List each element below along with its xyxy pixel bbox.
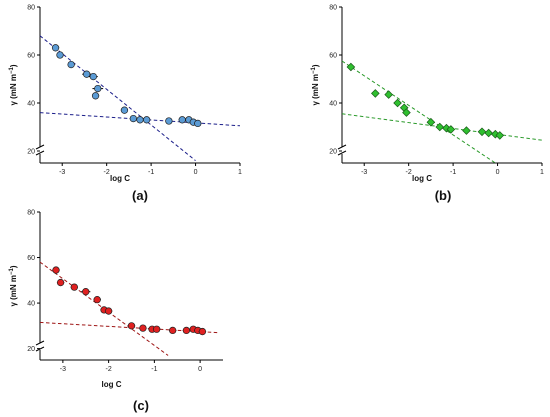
fit-line-2 xyxy=(341,113,543,141)
x-tick-label: -1 xyxy=(151,366,157,373)
x-axis-label: log C xyxy=(102,380,122,389)
y-tick-label: 40 xyxy=(329,101,337,108)
y-tick-label: 60 xyxy=(27,255,35,262)
data-point xyxy=(165,117,173,125)
axis-break-mark xyxy=(35,150,45,156)
data-point xyxy=(178,116,186,124)
y-tick-label: 60 xyxy=(329,53,337,60)
y-axis-label: γ (mN m−1) xyxy=(311,64,320,105)
data-point xyxy=(127,322,136,330)
panel-label: (b) xyxy=(435,188,452,203)
data-point xyxy=(446,125,456,134)
data-point xyxy=(371,89,380,98)
axis-break-mark xyxy=(35,340,45,346)
y-tick-label: 20 xyxy=(27,346,35,353)
data-point xyxy=(462,126,471,135)
x-tick-label: -2 xyxy=(104,169,110,176)
x-axis-label: log C xyxy=(412,174,432,183)
data-point xyxy=(94,84,102,93)
data-point xyxy=(56,51,64,59)
x-tick-label: -3 xyxy=(361,169,367,176)
data-point xyxy=(384,90,393,99)
x-tick-label: -2 xyxy=(106,366,112,373)
data-point xyxy=(143,116,151,124)
y-tick-label: 20 xyxy=(329,149,337,156)
y-tick-label: 40 xyxy=(27,301,35,308)
data-point xyxy=(93,296,101,304)
y-tick-label: 80 xyxy=(27,5,35,12)
x-tick-label: 0 xyxy=(194,169,198,176)
y-tick-label: 60 xyxy=(27,53,35,60)
data-point xyxy=(182,326,191,335)
x-tick-label: 0 xyxy=(198,366,202,373)
data-point xyxy=(70,283,78,291)
x-tick-label: 1 xyxy=(540,169,544,176)
data-point xyxy=(51,44,60,52)
data-point xyxy=(169,326,177,335)
data-point xyxy=(120,106,129,114)
data-point xyxy=(136,116,144,124)
y-tick-label: 80 xyxy=(27,210,35,217)
axis-break-mark xyxy=(35,144,45,150)
data-point xyxy=(56,278,65,287)
chart-panel-1: 20 40 60 80 -3 -2 -1 0 1 log C γ (mN m−1) (a) xyxy=(9,5,242,204)
data-point xyxy=(82,288,90,296)
chart-panel-2: 20 40 60 80 -3 -2 -1 0 1 log C γ (mN m−1) (b) xyxy=(311,5,544,204)
data-point xyxy=(198,327,207,336)
data-point xyxy=(139,324,147,332)
data-point xyxy=(495,131,505,140)
data-point xyxy=(153,325,161,333)
data-point xyxy=(426,117,436,127)
data-point xyxy=(89,72,97,81)
x-axis-label: log C xyxy=(110,174,130,183)
y-tick-label: 20 xyxy=(27,149,35,156)
fit-line-1 xyxy=(341,60,496,164)
data-point xyxy=(194,119,202,128)
panel-label: (a) xyxy=(132,188,148,203)
data-point xyxy=(442,123,451,133)
axis-break-mark xyxy=(337,144,347,150)
x-tick-label: -3 xyxy=(59,169,65,176)
data-point xyxy=(484,128,493,138)
y-tick-label: 80 xyxy=(329,5,337,12)
data-point xyxy=(52,266,60,274)
data-point xyxy=(129,114,137,123)
x-tick-label: -2 xyxy=(406,169,412,176)
panel-label: (c) xyxy=(133,398,149,413)
x-tick-label: 1 xyxy=(238,169,242,176)
data-point xyxy=(104,307,113,315)
y-axis-label: γ (mN m−1) xyxy=(9,265,18,306)
x-tick-label: -1 xyxy=(450,169,456,176)
data-point xyxy=(435,122,445,132)
fit-line-2 xyxy=(39,112,241,127)
data-point xyxy=(393,98,402,108)
x-tick-label: -1 xyxy=(148,169,154,176)
chart-panel-3: 20 40 60 80 -3 -2 -1 0 log C γ (mN m−1) (c) xyxy=(9,210,223,413)
data-point xyxy=(67,60,75,69)
y-axis-label: γ (mN m−1) xyxy=(9,64,18,105)
data-point xyxy=(346,62,356,72)
x-tick-label: 0 xyxy=(496,169,500,176)
data-point xyxy=(83,70,91,78)
x-tick-label: -3 xyxy=(60,366,66,373)
data-point xyxy=(402,108,411,117)
data-point xyxy=(491,129,500,139)
axis-break-mark xyxy=(337,150,347,156)
fit-line-1 xyxy=(39,35,196,161)
data-point xyxy=(477,127,487,137)
y-tick-label: 40 xyxy=(27,101,35,108)
data-point xyxy=(91,92,100,100)
